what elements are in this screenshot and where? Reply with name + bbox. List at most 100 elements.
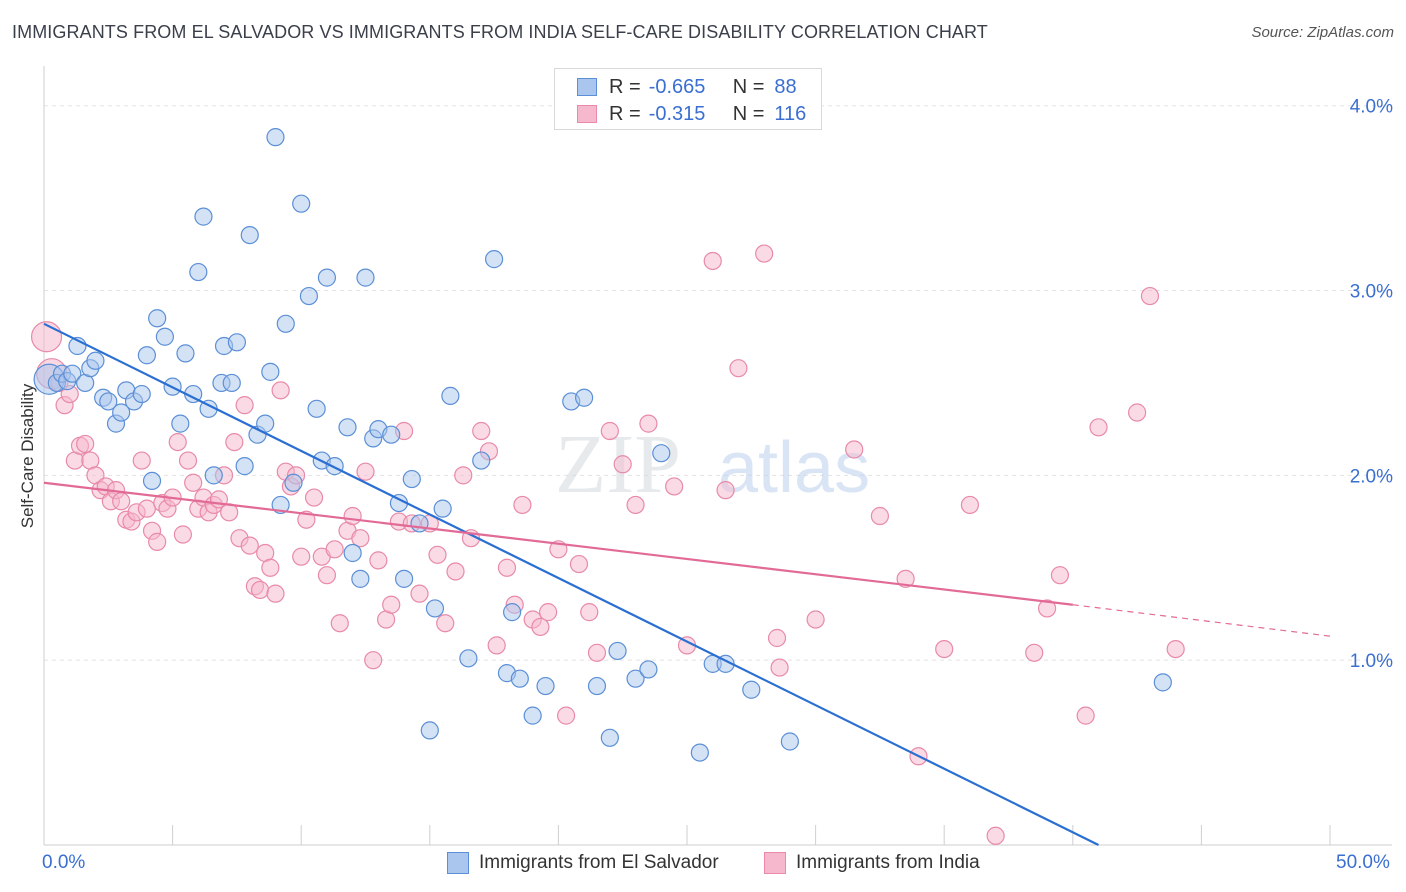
point-india: [261, 558, 280, 577]
point-india: [806, 610, 825, 629]
chart-title: IMMIGRANTS FROM EL SALVADOR VS IMMIGRANT…: [12, 22, 988, 42]
point-india: [428, 545, 447, 564]
point-el-salvador: [382, 425, 401, 444]
point-el-salvador: [459, 649, 478, 668]
point-india: [446, 562, 465, 581]
y-tick-label: 3.0%: [1350, 282, 1393, 303]
correlation-legend: R = -0.665 N = 88 R = -0.315 N = 116: [554, 68, 822, 130]
point-india: [770, 658, 789, 677]
trend-lines: [43, 322, 1331, 846]
watermark-atlas: atlas: [718, 428, 870, 508]
point-india: [531, 617, 550, 637]
legend-row-el-salvador: R = -0.665 N = 88: [577, 75, 797, 99]
point-india: [626, 495, 645, 515]
point-india: [325, 540, 344, 559]
point-india: [716, 481, 735, 500]
point-el-salvador: [433, 499, 452, 518]
point-el-salvador: [189, 262, 208, 282]
point-el-salvador: [510, 669, 529, 688]
point-india: [1140, 286, 1160, 306]
point-el-salvador: [587, 676, 607, 696]
point-el-salvador: [652, 444, 671, 463]
point-el-salvador: [410, 514, 429, 533]
grid-layer: [44, 105, 1392, 661]
point-india: [569, 554, 589, 574]
point-el-salvador: [1153, 673, 1172, 692]
point-india: [225, 432, 244, 452]
legend-item-india[interactable]: Immigrants from India: [764, 852, 980, 874]
point-el-salvador: [86, 351, 105, 370]
point-el-salvador: [171, 414, 190, 433]
point-el-salvador: [137, 346, 156, 365]
point-el-salvador: [240, 225, 259, 245]
point-el-salvador: [425, 599, 445, 618]
point-india: [410, 584, 429, 603]
legend-swatch-blue: [577, 78, 597, 96]
x-tick-label-max: 50.0%: [1336, 852, 1390, 873]
point-el-salvador: [235, 457, 254, 476]
axes: [43, 66, 1392, 846]
point-el-salvador: [112, 403, 131, 422]
point-india: [364, 651, 383, 670]
point-el-salvador: [261, 362, 280, 381]
point-el-salvador: [148, 309, 167, 328]
point-india: [304, 488, 324, 507]
point-el-salvador: [276, 314, 295, 333]
legend-r-value: -0.665: [648, 75, 706, 98]
point-india: [539, 603, 558, 622]
point-el-salvador: [338, 418, 357, 437]
legend-row-india: R = -0.315 N = 116: [577, 102, 806, 126]
legend-r-label: R =: [609, 75, 641, 98]
y-tick-label: 4.0%: [1350, 97, 1393, 118]
point-el-salvador: [575, 388, 594, 407]
point-india: [132, 451, 151, 470]
point-el-salvador: [317, 268, 337, 287]
point-el-salvador: [523, 706, 542, 725]
point-india: [472, 421, 491, 441]
legend-item-el-salvador[interactable]: Immigrants from El Salvador: [447, 852, 719, 874]
point-india: [580, 603, 599, 622]
point-india: [292, 547, 311, 566]
point-el-salvador: [204, 466, 223, 485]
point-el-salvador: [325, 457, 344, 476]
point-india: [1089, 418, 1108, 437]
point-india: [639, 414, 658, 433]
legend-n-value: 88: [774, 75, 797, 98]
point-india: [184, 473, 203, 492]
legend-swatch-pink: [577, 105, 597, 123]
point-el-salvador: [503, 603, 522, 622]
point-el-salvador: [227, 333, 246, 352]
point-india: [266, 584, 285, 603]
point-el-salvador: [420, 721, 439, 740]
point-india: [729, 359, 748, 378]
point-india: [112, 492, 131, 511]
legend-n-label: N =: [732, 75, 765, 98]
point-india: [1037, 599, 1057, 618]
legend-swatch-blue: [447, 852, 469, 874]
legend-item-label: Immigrants from El Salvador: [479, 852, 719, 873]
trend-line-india: [43, 481, 1073, 606]
point-el-salvador: [222, 373, 241, 393]
point-el-salvador: [742, 680, 761, 699]
point-india: [986, 826, 1005, 845]
point-india: [317, 566, 337, 585]
point-el-salvador: [307, 399, 326, 418]
point-india: [935, 639, 954, 659]
point-el-salvador: [99, 392, 118, 411]
point-el-salvador: [176, 344, 195, 363]
point-el-salvador: [441, 386, 460, 405]
point-el-salvador: [194, 207, 213, 226]
point-el-salvador: [142, 471, 162, 491]
point-el-salvador: [266, 128, 285, 147]
point-el-salvador: [292, 194, 311, 213]
point-el-salvador: [343, 543, 362, 563]
point-el-salvador: [356, 268, 375, 287]
point-el-salvador: [626, 669, 645, 688]
point-el-salvador: [472, 451, 491, 470]
point-india: [436, 614, 455, 633]
point-el-salvador: [536, 676, 555, 696]
point-india: [343, 506, 362, 526]
point-india: [137, 499, 156, 518]
point-india: [382, 595, 401, 614]
